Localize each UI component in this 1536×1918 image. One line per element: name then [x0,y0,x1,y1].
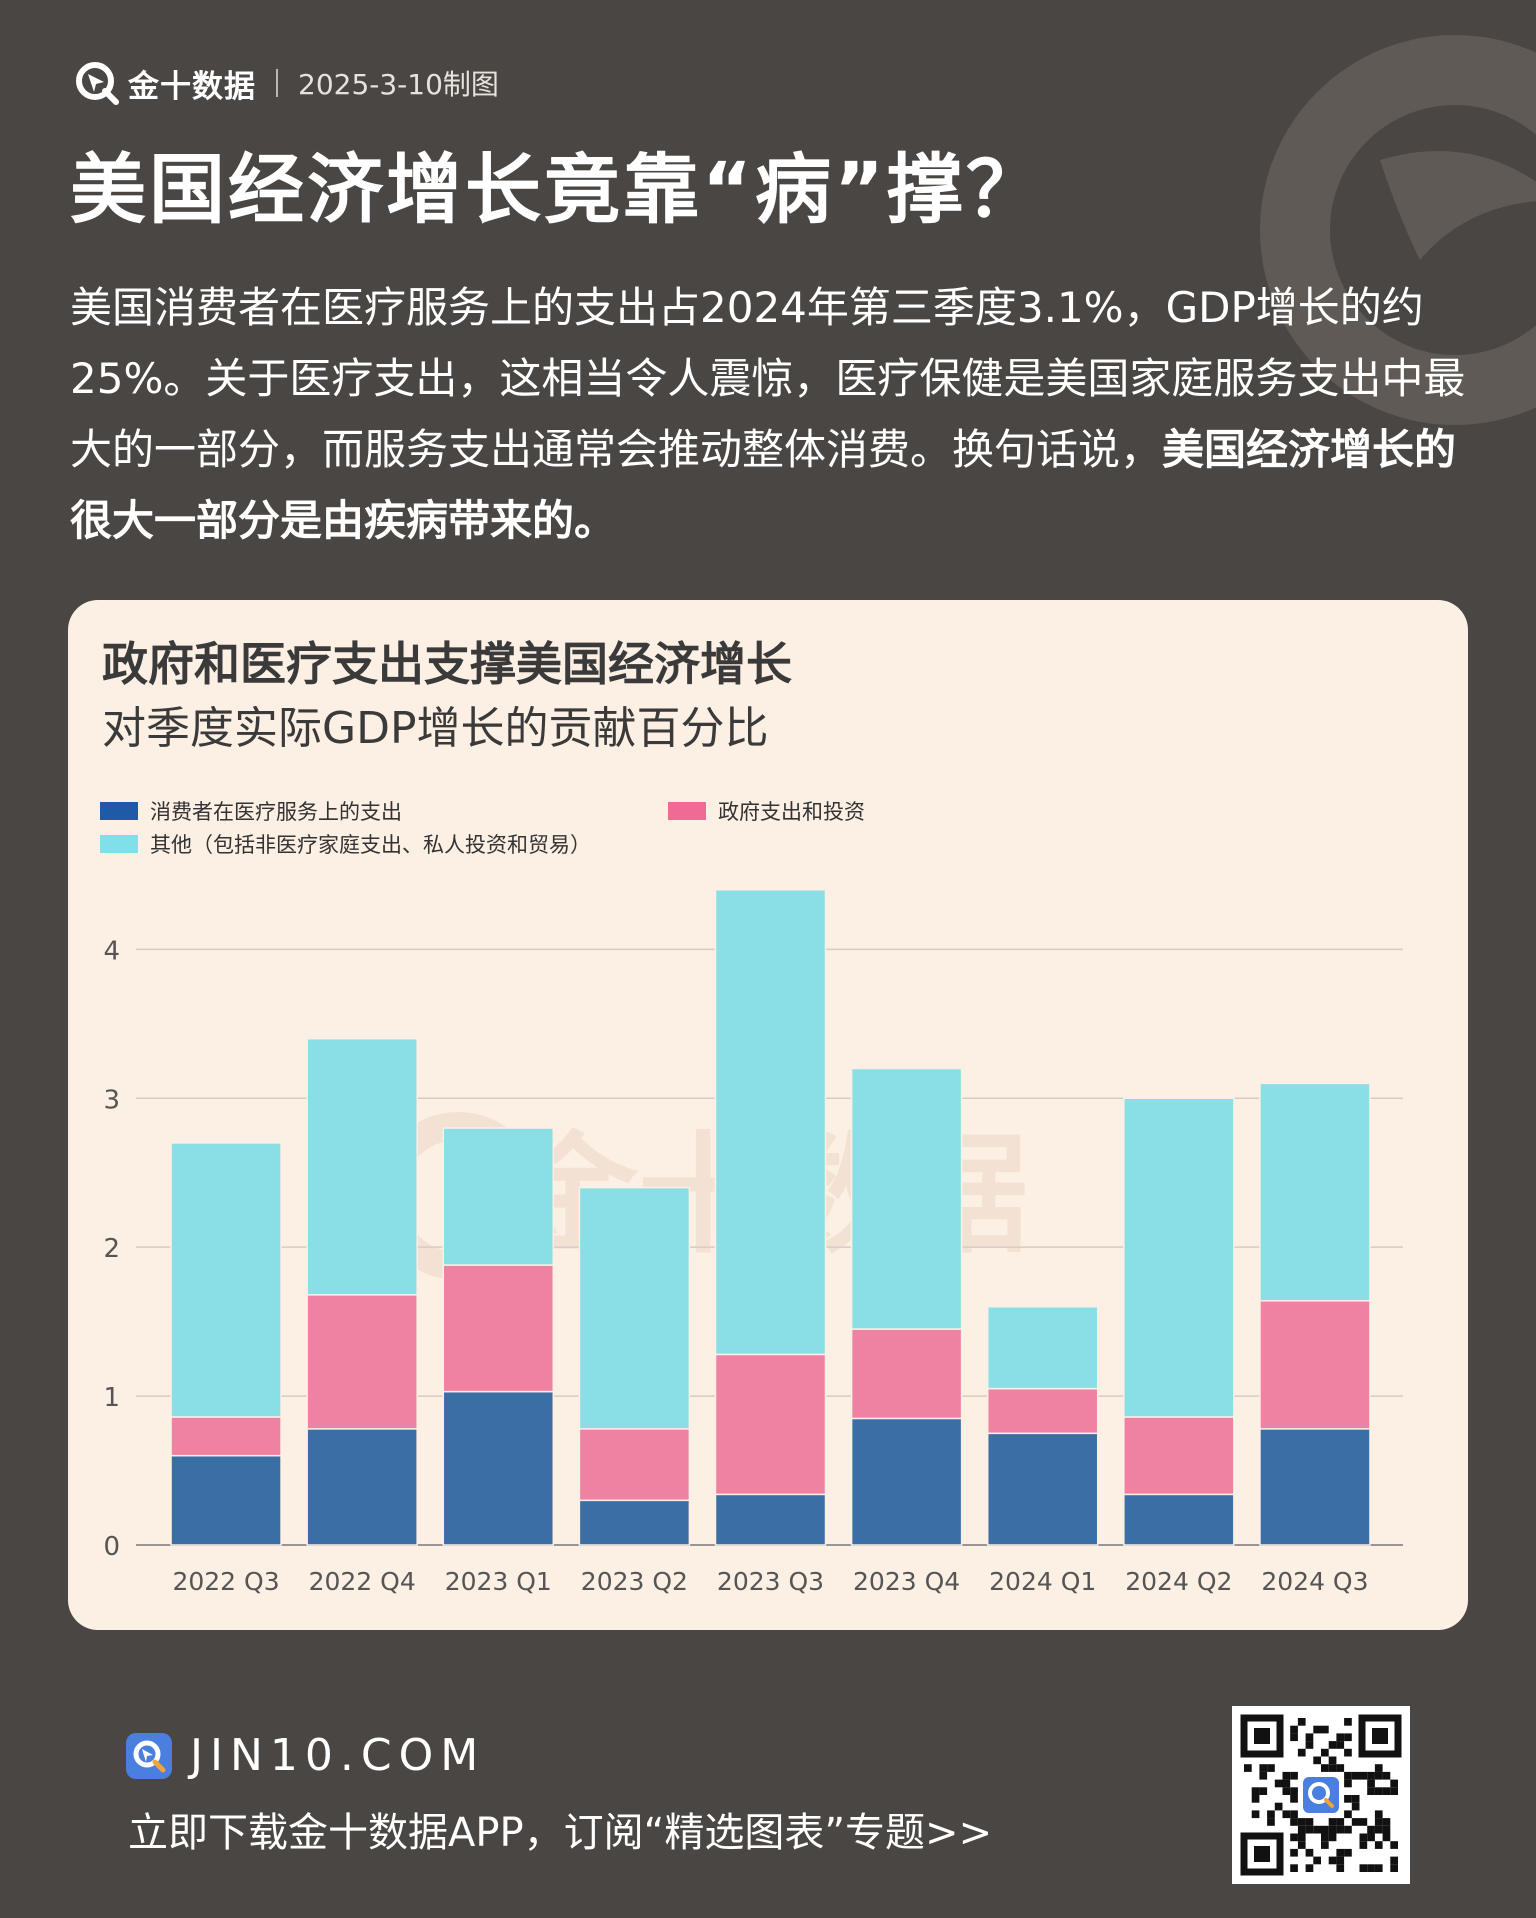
bar-segment-other [442,1127,555,1266]
bar-segment-other [578,1186,691,1430]
bar-segment-government [1259,1300,1371,1430]
x-tick-label: 2023 Q4 [853,1567,960,1596]
bar-segment-other [1259,1082,1371,1302]
chart-date: 2025-3-10制图 [298,68,499,101]
x-tick-label: 2022 Q4 [309,1567,416,1596]
footer-site-url[interactable]: JIN10.COM [190,1730,486,1781]
legend-item-medical: 消费者在医疗服务上的支出 [100,796,402,826]
bar-segment-government [578,1428,691,1502]
intro-bold-text: 美国经济增长的很大一部分是由疾病带来的。 [70,425,1457,545]
legend-item-government: 政府支出和投资 [668,796,865,826]
chart-subtitle: 对季度实际GDP增长的贡献百分比 [102,703,769,754]
legend-label-medical: 消费者在医疗服务上的支出 [150,800,402,824]
legend-label-other: 其他（包括非医疗家庭支出、私人投资和贸易） [150,833,591,857]
jin10-app-icon [126,1732,172,1779]
bar-segment-other [1123,1097,1235,1418]
brand-name: 金十数据 [128,68,256,105]
bar-segment-other [714,889,827,1356]
bar-segment-medical [306,1428,418,1546]
footer-download-cta[interactable]: 立即下载金十数据APP，订阅“精选图表”专题>> [128,1810,993,1856]
qr-code-icon[interactable] [1232,1706,1410,1884]
bar-segment-government [442,1264,555,1393]
header-divider [276,69,278,97]
bar-segment-medical [442,1390,555,1546]
bar-segment-government [1123,1416,1235,1496]
chart-title: 政府和医疗支出支撑美国经济增长 [102,637,792,691]
bar-segment-medical [170,1454,282,1546]
x-tick-label: 2024 Q1 [989,1567,1096,1596]
header: 金十数据 2025-3-10制图 [74,58,499,108]
legend-swatch-other [100,835,138,853]
bar-segment-other [170,1142,282,1418]
bar-segment-medical [986,1432,1099,1546]
x-tick-label: 2024 Q3 [1261,1567,1368,1596]
bar-segment-medical [1123,1493,1235,1546]
intro-text: 美国消费者在医疗服务上的支出占2024年第三季度3.1%，GDP增长的约25%。… [70,283,1466,474]
bar-segment-other [306,1037,418,1296]
x-tick-label: 2023 Q1 [445,1567,552,1596]
x-tick-label: 2024 Q2 [1125,1567,1232,1596]
bar-segment-medical [714,1493,827,1546]
bar-segment-government [986,1387,1099,1435]
legend-swatch-government [668,802,706,820]
x-tick-label: 2023 Q2 [581,1567,688,1596]
legend-label-government: 政府支出和投资 [718,800,865,824]
x-tick-label: 2023 Q3 [717,1567,824,1596]
bar-segment-government [714,1353,827,1496]
chart-legend: 消费者在医疗服务上的支出 政府支出和投资 其他（包括非医疗家庭支出、私人投资和贸… [100,796,1400,876]
footer-brand[interactable]: JIN10.COM [126,1730,485,1781]
jin10-logo-icon [76,62,119,105]
y-tick-label: 3 [103,1085,120,1115]
bar-segment-government [850,1328,963,1420]
bar-segment-medical [1259,1428,1371,1546]
bar-segment-medical [850,1417,963,1546]
bar-segment-other [850,1067,963,1330]
bar-segment-other [986,1305,1099,1390]
page-title: 美国经济增长竟靠“病”撑？ [70,145,1045,234]
y-tick-label: 0 [103,1532,120,1562]
y-tick-label: 4 [103,936,120,966]
bar-segment-government [170,1416,282,1457]
legend-swatch-medical [100,802,138,820]
y-tick-label: 1 [103,1383,120,1413]
legend-item-other: 其他（包括非医疗家庭支出、私人投资和贸易） [100,829,591,859]
x-tick-label: 2022 Q3 [172,1567,279,1596]
intro-paragraph: 美国消费者在医疗服务上的支出占2024年第三季度3.1%，GDP增长的约25%。… [70,272,1470,556]
bar-segment-medical [578,1499,691,1546]
bar-segment-government [306,1294,418,1430]
y-tick-label: 2 [103,1234,120,1264]
